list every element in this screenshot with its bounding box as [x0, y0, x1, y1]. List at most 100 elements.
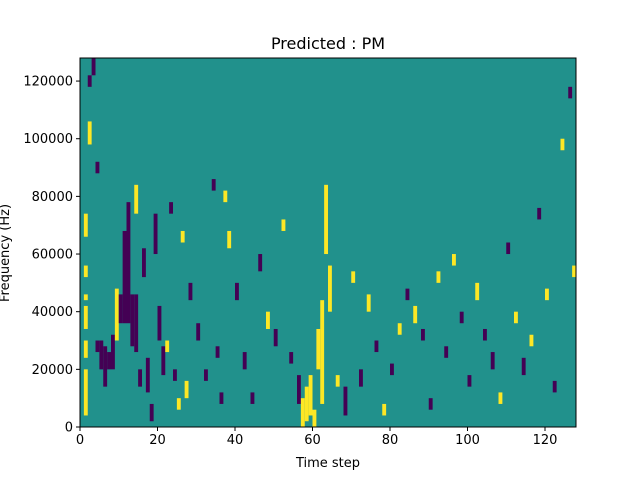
heatmap-cell	[552, 380, 557, 393]
heatmap-cell	[390, 363, 394, 376]
heatmap-cell	[521, 357, 526, 376]
heatmap-cell	[328, 265, 332, 312]
heatmap-cell	[366, 294, 371, 312]
heatmap-cell	[413, 305, 418, 324]
heatmap-cell	[444, 346, 449, 358]
heatmap-cell	[475, 282, 480, 301]
heatmap-cell	[227, 230, 232, 249]
heatmap-cell	[506, 242, 511, 255]
heatmap-cell	[211, 179, 216, 191]
heatmap-cell	[83, 294, 88, 301]
heatmap-cell	[99, 340, 104, 370]
y-axis: 0 20000 40000 60000 80000 100000 120000	[23, 75, 80, 436]
heatmap-cell	[560, 138, 565, 151]
heatmap-cell	[537, 207, 542, 220]
heatmap-cell	[95, 161, 100, 174]
heatmap-cell	[219, 392, 224, 404]
heatmap-cell	[184, 380, 189, 399]
heatmap-cell	[242, 352, 247, 370]
heatmap-cell	[126, 202, 131, 324]
chart-title: Predicted : PM	[271, 34, 385, 53]
heatmap-cell	[312, 409, 317, 427]
heatmap-cell	[490, 352, 495, 370]
heatmap-cell	[111, 334, 115, 370]
heatmap-cell	[134, 184, 139, 214]
heatmap-cell	[297, 375, 301, 404]
heatmap-cell	[83, 265, 88, 278]
heatmap-cell	[359, 369, 363, 387]
heatmap-cell	[138, 369, 143, 387]
heatmap-cell	[343, 386, 348, 416]
plot-frame	[79, 57, 577, 428]
heatmap-cell	[498, 392, 503, 404]
x-tick-label: 20	[149, 433, 166, 448]
heatmap-cell	[316, 328, 321, 370]
heatmap-cell	[308, 375, 313, 416]
x-tick-label: 80	[382, 433, 399, 448]
heatmap-cell	[289, 352, 294, 364]
heatmap-cell	[157, 305, 162, 341]
heatmap-cell	[145, 357, 150, 393]
heatmap-cell	[273, 328, 278, 347]
heatmap-cell	[545, 288, 549, 301]
heatmap-cell	[436, 271, 441, 283]
heatmap-cell	[235, 282, 239, 301]
heatmap-cell	[130, 294, 135, 347]
heatmap-cell	[153, 213, 158, 255]
y-tick-label: 60000	[32, 248, 73, 263]
x-tick-label: 0	[76, 433, 84, 448]
y-axis-title: Frequency (Hz)	[0, 204, 13, 302]
heatmap-cell	[149, 403, 154, 422]
heatmap-cell	[161, 346, 166, 376]
heatmap-cell	[180, 230, 185, 243]
heatmap-cell	[83, 340, 88, 358]
heatmap-cell	[95, 340, 100, 353]
heatmap-cell	[428, 398, 433, 410]
heatmap-cell	[215, 346, 220, 358]
heatmap-cell	[83, 213, 88, 237]
heatmap-cell	[572, 265, 577, 278]
heatmap-cell	[324, 184, 329, 255]
y-tick-label: 0	[65, 421, 73, 436]
heatmap-cell	[134, 294, 139, 353]
heatmap-cell	[382, 403, 387, 416]
heatmap-cell	[467, 375, 472, 387]
y-tick-label: 40000	[32, 305, 73, 320]
heatmap-cell	[483, 328, 487, 341]
y-tick-label: 20000	[32, 363, 73, 378]
heatmap-cell	[83, 305, 88, 329]
heatmap-cell	[118, 294, 123, 324]
heatmap-cell	[374, 340, 379, 353]
heatmap-cell	[304, 386, 309, 422]
y-tick-label: 100000	[23, 132, 73, 147]
x-tick-label: 100	[455, 433, 480, 448]
heatmap-cell	[405, 288, 410, 301]
heatmap-cell	[165, 340, 170, 353]
x-axis: 0 20 40 60 80 100 120	[76, 427, 558, 448]
heatmap-cell	[204, 369, 208, 381]
heatmap-cell	[258, 254, 263, 272]
heatmap-cell	[421, 328, 425, 341]
heatmap-cell	[103, 346, 108, 387]
x-tick-label: 120	[533, 433, 558, 448]
heatmap-cell	[568, 86, 573, 99]
heatmap-cell	[83, 369, 88, 416]
heatmap-cell	[266, 311, 270, 329]
heatmap-cell	[87, 75, 92, 87]
heatmap-cell	[335, 375, 340, 387]
x-axis-title: Time step	[295, 456, 360, 471]
heatmap-cell	[320, 300, 325, 404]
plot-area	[79, 57, 577, 428]
heatmap-cell	[122, 230, 127, 324]
heatmap-cell	[250, 392, 255, 404]
heatmap-cell	[529, 334, 534, 347]
heatmap-cell	[114, 288, 119, 341]
heatmap-cell	[459, 311, 464, 324]
heatmap-cell	[142, 248, 146, 278]
heatmap-cell	[300, 398, 305, 427]
heatmap-cell	[281, 219, 286, 231]
heatmap-cell	[196, 323, 201, 341]
heatmap-cell	[452, 254, 456, 266]
heatmap-cell	[351, 271, 356, 283]
